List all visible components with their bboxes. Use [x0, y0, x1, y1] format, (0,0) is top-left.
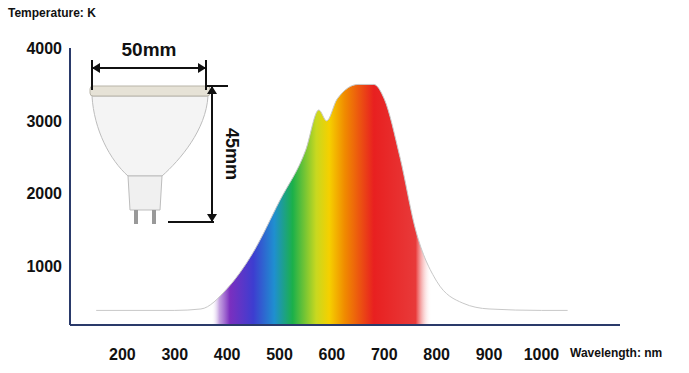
svg-text:400: 400 — [214, 346, 241, 363]
svg-text:500: 500 — [266, 346, 293, 363]
svg-text:50mm: 50mm — [122, 39, 177, 60]
svg-text:300: 300 — [161, 346, 188, 363]
svg-text:700: 700 — [371, 346, 398, 363]
svg-text:200: 200 — [109, 346, 136, 363]
html-text:Wavelength: nm: Wavelength: nm — [570, 346, 663, 360]
svg-text:1000: 1000 — [26, 258, 62, 275]
svg-text:800: 800 — [423, 346, 450, 363]
svg-text:600: 600 — [319, 346, 346, 363]
html-text:Temperature: K: Temperature: K — [8, 6, 96, 20]
svg-text:4000: 4000 — [26, 40, 62, 57]
svg-text:45mm: 45mm — [222, 128, 242, 180]
svg-text:1000: 1000 — [524, 346, 560, 363]
svg-text:900: 900 — [476, 346, 503, 363]
svg-text:3000: 3000 — [26, 113, 62, 130]
svg-text:2000: 2000 — [26, 185, 62, 202]
